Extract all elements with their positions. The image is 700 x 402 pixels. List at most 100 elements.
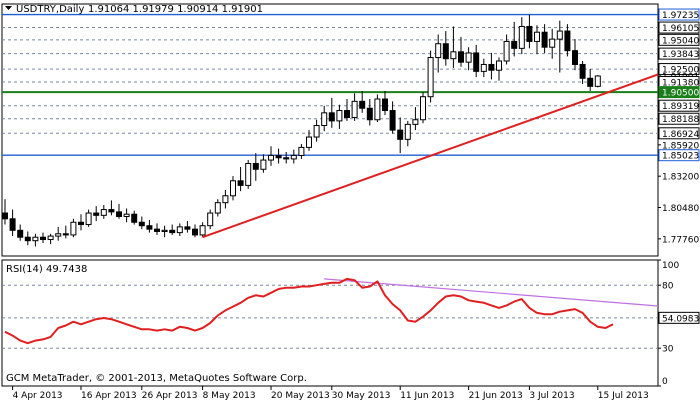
- candle-53: [404, 120, 411, 147]
- x-tick-label-4: 20 May 2013: [271, 391, 330, 401]
- candle-14: [108, 200, 115, 216]
- candle-69: [526, 14, 533, 49]
- x-tick-label-8: 3 Jul 2013: [529, 391, 574, 401]
- watermark: GCM MetaTrader, © 2001-2013, MetaQuotes …: [6, 373, 307, 384]
- candle-body-43: [328, 112, 335, 122]
- candle-body-32: [245, 163, 252, 186]
- candle-body-58: [442, 43, 449, 60]
- candle-body-25: [192, 228, 198, 236]
- candle-63: [480, 58, 487, 78]
- candle-34: [260, 154, 267, 173]
- candle-51: [389, 101, 396, 134]
- price-label-7: 1.90500: [662, 89, 699, 99]
- candle-68: [518, 17, 525, 55]
- candle-body-67: [511, 40, 518, 49]
- candle-body-42: [321, 112, 328, 127]
- candle-body-77: [587, 77, 594, 87]
- candle-body-17: [131, 213, 138, 223]
- candle-body-69: [526, 25, 533, 42]
- x-tick-label-5: 30 May 2013: [332, 391, 391, 401]
- candle-body-20: [154, 228, 160, 232]
- candle-body-70: [534, 31, 540, 42]
- price-label-11: 1.85920: [662, 141, 699, 151]
- candle-body-31: [237, 180, 244, 186]
- candle-body-35: [268, 154, 274, 161]
- candle-47: [359, 90, 366, 113]
- price-label-box-1: [658, 21, 700, 34]
- candle-body-73: [556, 30, 563, 40]
- rsi-tick-label-4: 0: [662, 377, 668, 387]
- price-label-box-9: [658, 112, 700, 125]
- candle-body-27: [207, 212, 214, 227]
- candle-24: [184, 221, 191, 233]
- candle-23: [176, 223, 183, 237]
- candle-body-4: [32, 236, 39, 242]
- candle-66: [503, 34, 510, 65]
- candle-4: [32, 233, 39, 247]
- candle-46: [351, 93, 358, 121]
- candle-52: [397, 117, 404, 154]
- candle-71: [541, 24, 548, 53]
- candle-25: [192, 224, 198, 238]
- candle-0: [2, 199, 8, 225]
- candle-body-51: [389, 110, 396, 131]
- candle-body-65: [496, 60, 502, 71]
- candle-body-59: [450, 51, 457, 60]
- price-label-0: 1.97235: [662, 11, 699, 21]
- candle-body-16: [123, 213, 130, 217]
- price-label-box-7: [658, 86, 700, 99]
- candle-body-53: [404, 123, 411, 140]
- price-label-12: 1.85023: [662, 152, 699, 162]
- price-label-box-3: [658, 47, 700, 60]
- candle-32: [245, 160, 252, 189]
- candle-10: [78, 214, 84, 231]
- rsi-tick-label-1: 80: [662, 282, 674, 292]
- candle-body-19: [146, 225, 153, 230]
- candle-37: [283, 151, 290, 164]
- candle-73: [556, 20, 563, 73]
- candle-body-37: [283, 157, 290, 160]
- candle-body-24: [184, 226, 191, 230]
- price-label-3: 1.93843: [662, 50, 699, 60]
- x-tick-label-0: 4 Apr 2013: [13, 391, 63, 401]
- candle-77: [587, 69, 594, 91]
- candle-56: [427, 50, 434, 103]
- candle-body-39: [298, 146, 305, 156]
- price-label-box-8: [658, 99, 700, 112]
- candle-body-0: [2, 212, 8, 220]
- candle-9: [70, 218, 77, 238]
- candle-body-15: [116, 211, 122, 217]
- candle-29: [222, 190, 229, 209]
- candle-70: [534, 25, 540, 55]
- price-label-1: 1.96105: [662, 24, 699, 34]
- candle-body-60: [458, 51, 464, 63]
- price-label-8: 1.89319: [662, 102, 699, 112]
- candle-body-26: [199, 225, 206, 236]
- candle-18: [138, 216, 145, 230]
- candle-59: [450, 26, 457, 68]
- candle-body-8: [62, 233, 69, 236]
- price-label-14: 1.80480: [662, 204, 699, 214]
- candle-body-50: [382, 98, 388, 112]
- price-panel-frame: [1, 3, 659, 257]
- candle-3: [24, 231, 31, 246]
- candle-body-46: [351, 100, 358, 118]
- candle-60: [458, 36, 464, 67]
- candle-76: [579, 61, 586, 85]
- candle-16: [123, 208, 130, 223]
- candle-1: [9, 209, 16, 237]
- candle-45: [344, 99, 350, 121]
- candle-body-1: [9, 218, 16, 231]
- price-label-box-2: [658, 33, 700, 46]
- candle-28: [214, 199, 221, 217]
- candle-36: [275, 148, 282, 164]
- candle-body-28: [214, 202, 221, 214]
- x-tick-label-6: 11 Jun 2013: [400, 391, 454, 401]
- price-label-2: 1.95040: [662, 36, 699, 46]
- rsi-value-box: [658, 311, 700, 324]
- candle-2: [17, 224, 24, 241]
- price-label-box-10: [658, 127, 700, 140]
- candle-body-74: [564, 30, 571, 52]
- candle-body-44: [336, 110, 343, 122]
